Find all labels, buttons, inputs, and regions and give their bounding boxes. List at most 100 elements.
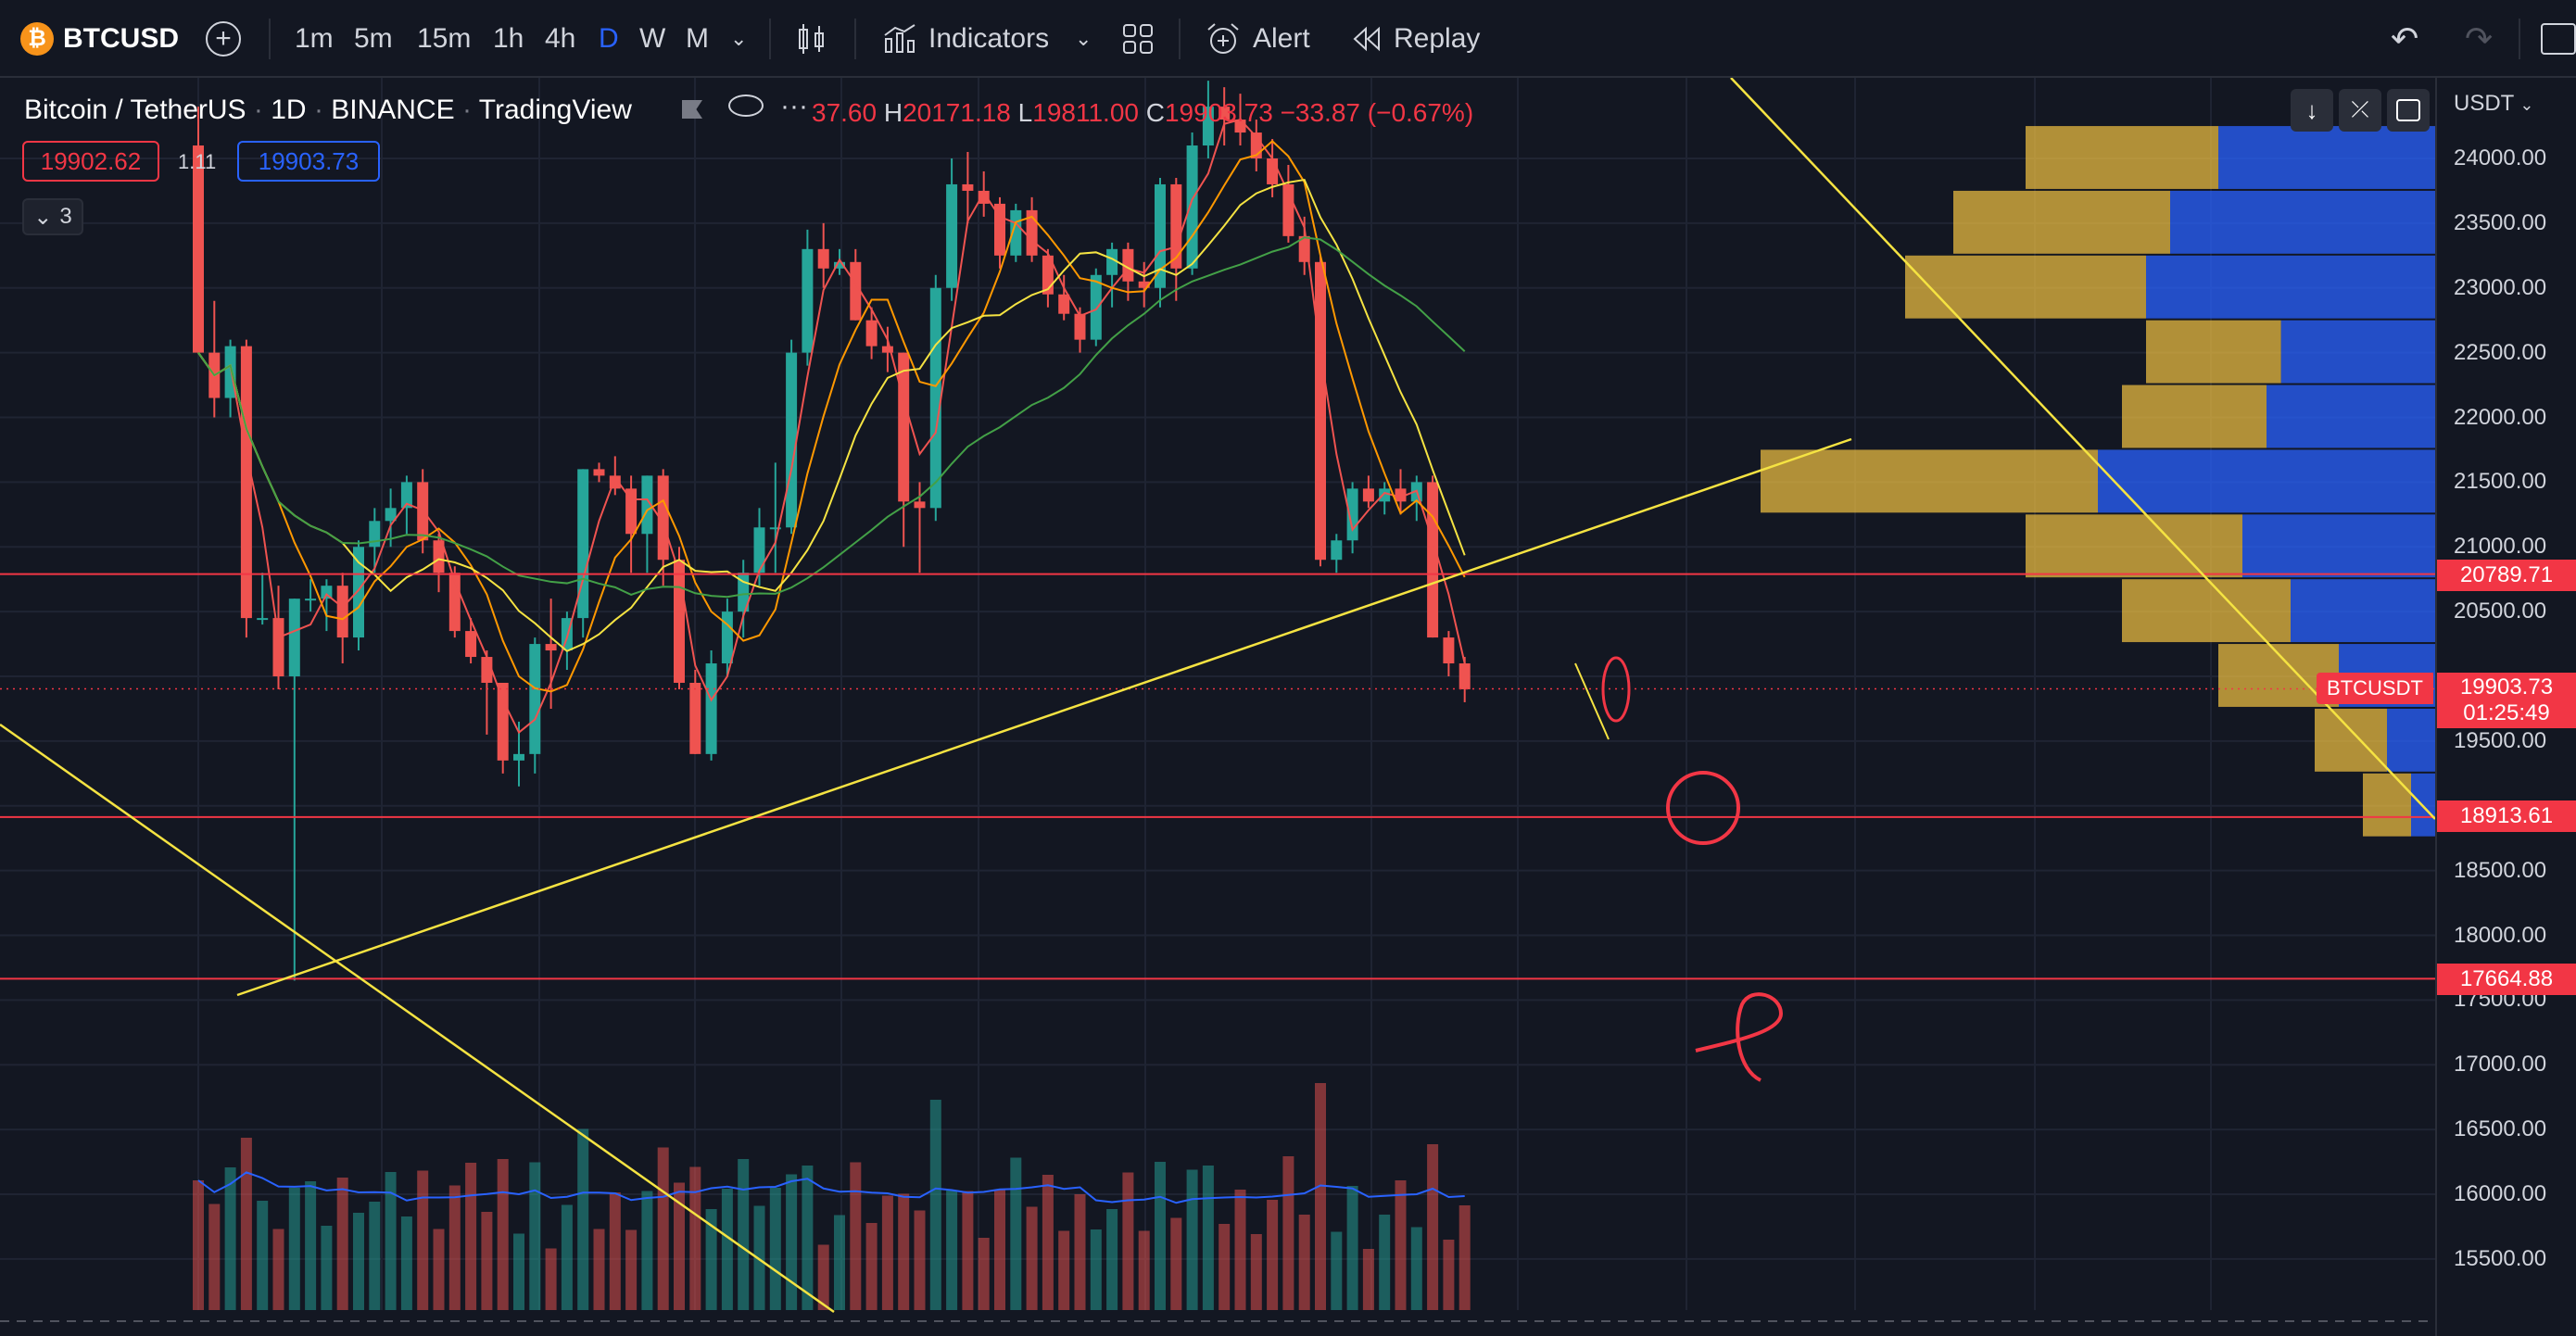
volume-bar bbox=[1010, 1157, 1022, 1310]
profile-bar-sell bbox=[2146, 320, 2281, 384]
trendline-short bbox=[1574, 662, 1610, 740]
volume-bar bbox=[1090, 1229, 1102, 1310]
volume-bar bbox=[272, 1229, 284, 1310]
ma-long-line bbox=[197, 236, 1466, 599]
redo-button[interactable]: ↷ bbox=[2465, 0, 2493, 78]
undo-button[interactable]: ↶ bbox=[2391, 0, 2418, 78]
candle-body bbox=[1395, 488, 1407, 502]
grid-layout-icon bbox=[1123, 24, 1153, 54]
candle-body bbox=[914, 501, 926, 509]
indicators-dropdown[interactable]: ⌄ bbox=[1075, 0, 1092, 78]
volume-bar bbox=[865, 1223, 878, 1310]
volume-bar bbox=[994, 1190, 1005, 1310]
interval-m[interactable]: M bbox=[686, 23, 709, 54]
symbol-label: BTCUSD bbox=[63, 23, 179, 54]
current-symbol-tag: BTCUSDT bbox=[2317, 673, 2433, 704]
candle-body bbox=[1138, 281, 1150, 288]
candle-body bbox=[1219, 107, 1231, 120]
volume-bar bbox=[369, 1202, 381, 1310]
indicators-label: Indicators bbox=[928, 23, 1050, 54]
volume-bar bbox=[1155, 1162, 1166, 1310]
more-horizontal-icon: ··· bbox=[780, 91, 808, 121]
profile-bar-sell bbox=[1761, 449, 2098, 513]
volume-bar bbox=[1267, 1200, 1279, 1310]
indicators-button[interactable]: Indicators bbox=[882, 0, 1049, 78]
volume-bar bbox=[1410, 1227, 1422, 1310]
volume-bar bbox=[898, 1193, 910, 1310]
volume-bar bbox=[1234, 1190, 1246, 1310]
interval-1h[interactable]: 1h bbox=[493, 23, 524, 54]
legend-interval: 1D bbox=[271, 95, 307, 125]
volume-bar bbox=[914, 1210, 926, 1310]
indicators-collapse-button[interactable]: ⌄ 3 bbox=[22, 198, 83, 235]
symbol-search-button[interactable]: ₿ BTCUSD bbox=[20, 0, 179, 78]
candle-body bbox=[1155, 183, 1166, 288]
interval-5m[interactable]: 5m bbox=[354, 23, 393, 54]
volume-bar bbox=[946, 1191, 958, 1310]
price-chart[interactable] bbox=[0, 78, 2435, 1336]
volume-bar bbox=[786, 1174, 798, 1310]
volume-bar bbox=[257, 1201, 269, 1310]
candle-body bbox=[1202, 107, 1214, 146]
candle-body bbox=[385, 508, 397, 522]
candle-body bbox=[689, 682, 701, 754]
undo-icon: ↶ bbox=[2391, 19, 2419, 57]
level-label-2: 18913.61 bbox=[2437, 800, 2576, 832]
level-label-3: 17664.88 bbox=[2437, 964, 2576, 995]
volume-bar bbox=[417, 1170, 429, 1310]
profile-bar-sell bbox=[2026, 514, 2242, 578]
interval-dropdown[interactable]: ⌄ bbox=[730, 0, 747, 78]
profile-bar-buy bbox=[2146, 255, 2435, 319]
interval-4h[interactable]: 4h bbox=[545, 23, 576, 54]
volume-bar bbox=[385, 1172, 397, 1310]
maximize-button[interactable] bbox=[2387, 89, 2430, 132]
interval-d[interactable]: D bbox=[599, 23, 619, 54]
chevron-down-icon: ⌄ bbox=[33, 204, 53, 230]
candle-body bbox=[240, 346, 252, 619]
replay-label: Replay bbox=[1394, 23, 1481, 54]
interval-1m[interactable]: 1m bbox=[295, 23, 334, 54]
interval-15m[interactable]: 15m bbox=[417, 23, 472, 54]
currency-selector[interactable]: USDT ⌄ bbox=[2454, 91, 2534, 116]
volume-bar bbox=[817, 1244, 829, 1310]
candle-body bbox=[657, 475, 669, 561]
scroll-down-button[interactable]: ↓ bbox=[2291, 89, 2333, 132]
candle-body bbox=[465, 631, 477, 658]
buy-button[interactable]: 19903.73 bbox=[237, 141, 380, 182]
axis-tick-label: 24000.00 bbox=[2454, 145, 2547, 170]
sell-button[interactable]: 19902.62 bbox=[22, 141, 159, 182]
fullscreen-button[interactable] bbox=[2541, 0, 2576, 78]
candle-body bbox=[802, 248, 814, 353]
axis-tick-label: 22500.00 bbox=[2454, 339, 2547, 365]
layout-button[interactable] bbox=[1121, 0, 1155, 78]
flag-icon bbox=[682, 100, 702, 119]
legend-symbol-title: Bitcoin / TetherUS bbox=[24, 95, 246, 125]
volume-bar bbox=[208, 1204, 221, 1310]
volume-bar bbox=[448, 1185, 461, 1310]
legend-more-button[interactable]: ··· bbox=[780, 91, 808, 122]
candle-body bbox=[497, 682, 509, 761]
profile-bar-sell bbox=[2122, 384, 2267, 448]
candle-body bbox=[513, 753, 524, 761]
profile-bar-buy bbox=[2218, 126, 2435, 189]
compare-symbol-button[interactable]: + bbox=[206, 0, 241, 78]
volume-bar bbox=[674, 1182, 685, 1310]
alert-button[interactable]: Alert bbox=[1205, 0, 1310, 78]
profile-bar-sell bbox=[2122, 579, 2291, 643]
legend-exchange: BINANCE bbox=[331, 95, 455, 125]
candle-body bbox=[850, 261, 862, 321]
plus-circle-icon: + bbox=[206, 21, 241, 57]
volume-bar bbox=[497, 1159, 509, 1310]
axis-tick-label: 20500.00 bbox=[2454, 599, 2547, 624]
candle-body bbox=[674, 560, 685, 683]
axis-tick-label: 16000.00 bbox=[2454, 1181, 2547, 1206]
candle-body bbox=[929, 287, 941, 509]
candle-body bbox=[1122, 248, 1134, 282]
collapse-icon: ⤫ bbox=[2351, 97, 2369, 122]
axis-tick-label: 23500.00 bbox=[2454, 209, 2547, 235]
collapse-button[interactable]: ⤫ bbox=[2339, 89, 2381, 132]
replay-button[interactable]: Replay bbox=[1351, 0, 1480, 78]
chart-type-button[interactable] bbox=[795, 0, 828, 78]
interval-w[interactable]: W bbox=[639, 23, 666, 54]
hide-legend-button[interactable] bbox=[728, 93, 764, 124]
